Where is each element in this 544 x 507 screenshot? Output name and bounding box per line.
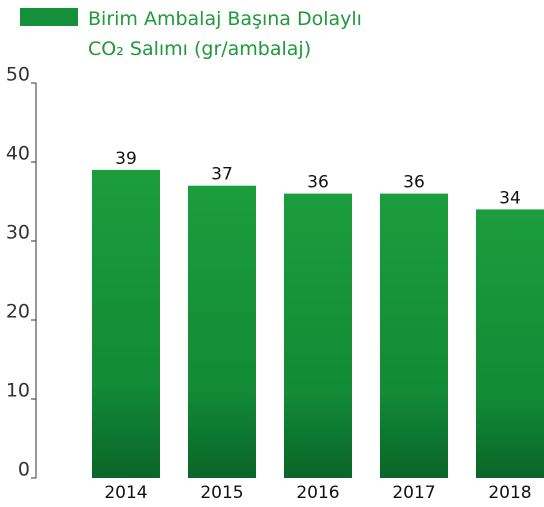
x-tick-label: 2016 — [296, 483, 339, 503]
y-tick-label: 30 — [6, 222, 30, 244]
x-tick-label: 2018 — [488, 483, 531, 503]
x-tick-label: 2017 — [392, 483, 435, 503]
y-tick-label: 0 — [18, 459, 30, 481]
legend-swatch — [20, 8, 78, 26]
legend-label: Birim Ambalaj Başına Dolaylı CO₂ Salımı … — [88, 8, 362, 60]
y-tick-label: 50 — [6, 64, 30, 86]
value-label: 36 — [403, 173, 425, 193]
x-tick-label: 2015 — [200, 483, 243, 503]
bar — [380, 193, 448, 478]
y-tick-label: 40 — [6, 143, 30, 165]
bar — [284, 193, 352, 478]
value-label: 36 — [307, 173, 329, 193]
value-label: 39 — [115, 149, 137, 169]
y-tick-label: 10 — [6, 380, 30, 402]
bar — [188, 185, 256, 478]
bar — [476, 209, 544, 478]
x-tick-label: 2014 — [104, 483, 147, 503]
bar — [92, 169, 160, 478]
value-label: 34 — [499, 188, 521, 208]
value-label: 37 — [211, 165, 233, 185]
y-tick-label: 20 — [6, 301, 30, 323]
